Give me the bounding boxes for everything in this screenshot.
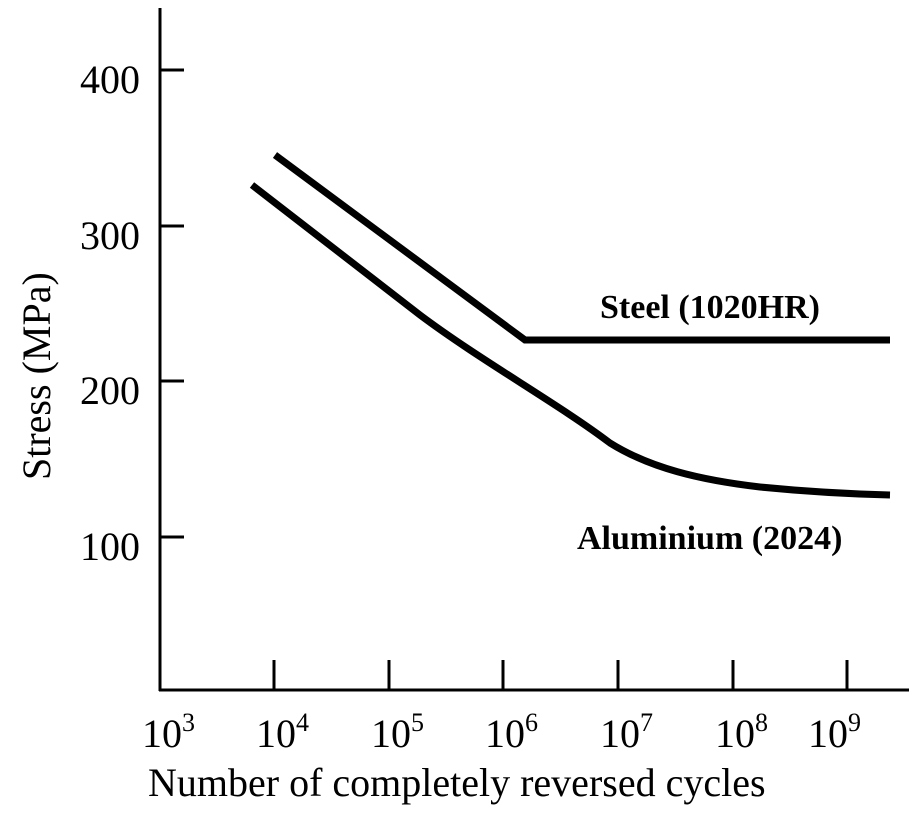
x-tick-1e7: 107: [600, 708, 653, 756]
x-tick-1e8: 108: [715, 708, 768, 756]
x-axis-title: Number of completely reversed cycles: [148, 760, 766, 805]
x-ticks: [272, 660, 849, 690]
y-tick-labels: 400 300 200 100: [80, 57, 140, 569]
x-tick-1e5: 105: [371, 708, 424, 756]
y-ticks: [160, 68, 184, 539]
y-tick-200: 200: [80, 368, 140, 413]
x-tick-1e6: 106: [485, 708, 538, 756]
x-tick-1e3: 103: [142, 708, 195, 756]
y-axis-title: Stress (MPa): [14, 272, 59, 480]
y-tick-400: 400: [80, 57, 140, 102]
aluminium-label: Aluminium (2024): [577, 520, 842, 557]
steel-curve: [272, 152, 890, 344]
x-tick-1e4: 104: [256, 708, 309, 756]
aluminium-curve: [249, 182, 891, 499]
steel-label: Steel (1020HR): [600, 289, 820, 326]
x-tick-1e9: 109: [808, 708, 861, 756]
y-tick-100: 100: [80, 524, 140, 569]
x-tick-labels: 103 104 105 106 107 108 109: [142, 708, 861, 756]
y-tick-300: 300: [80, 213, 140, 258]
